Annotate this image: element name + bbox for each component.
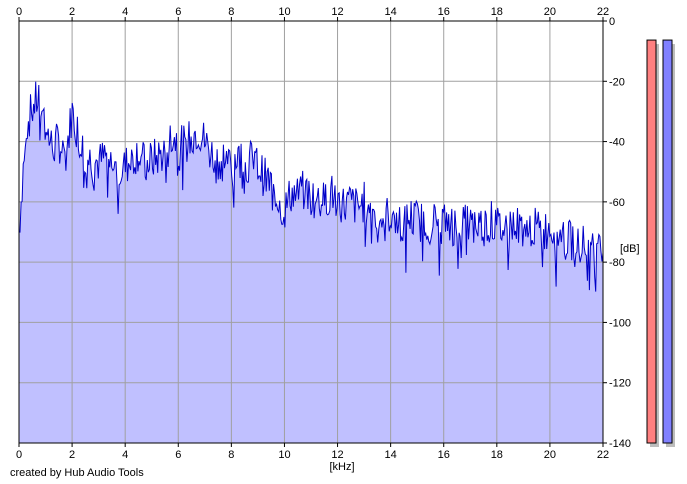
x-tick-label-top-5: 10 — [278, 6, 290, 18]
x-tick-label-top-3: 6 — [175, 6, 181, 18]
y-tick-label-7: -140 — [609, 438, 631, 450]
x-tick-label-bottom-0: 0 — [16, 449, 22, 461]
x-tick-label-bottom-9: 18 — [491, 449, 503, 461]
x-tick-label-top-11: 22 — [597, 6, 609, 18]
y-tick-label-0: 0 — [609, 16, 615, 28]
x-tick-label-bottom-1: 2 — [69, 449, 75, 461]
x-tick-label-bottom-6: 12 — [331, 449, 343, 461]
x-axis-label: [kHz] — [329, 461, 354, 473]
x-tick-label-bottom-4: 8 — [228, 449, 234, 461]
y-tick-label-6: -120 — [609, 378, 631, 390]
level-meters — [646, 39, 675, 448]
credit-text: created by Hub Audio Tools — [10, 467, 144, 479]
level-meter-0 — [646, 39, 657, 444]
y-axis-label: [dB] — [620, 243, 640, 255]
x-tick-label-bottom-10: 20 — [544, 449, 556, 461]
x-tick-label-top-2: 4 — [122, 6, 128, 18]
x-tick-label-top-10: 20 — [544, 6, 556, 18]
plot-area — [18, 21, 604, 443]
x-tick-label-bottom-5: 10 — [278, 449, 290, 461]
x-tick-label-top-7: 14 — [385, 6, 397, 18]
y-tick-label-2: -40 — [609, 137, 625, 149]
spectrum-line — [18, 81, 604, 292]
y-tick-labels: 0 -20 -40 -60 -80 -100 -120 -140 — [603, 16, 631, 450]
y-tick-label-5: -100 — [609, 317, 631, 329]
y-tick-label-4: -80 — [609, 257, 625, 269]
x-tick-label-bottom-3: 6 — [175, 449, 181, 461]
axis-frame — [18, 20, 604, 444]
x-tick-label-top-6: 12 — [331, 6, 343, 18]
x-tick-label-bottom-7: 14 — [385, 449, 397, 461]
x-tick-label-top-0: 0 — [16, 6, 22, 18]
x-tick-label-top-4: 8 — [228, 6, 234, 18]
level-meter-1 — [662, 39, 673, 444]
x-tick-label-top-9: 18 — [491, 6, 503, 18]
x-tick-label-bottom-11: 22 — [597, 449, 609, 461]
x-tick-label-top-8: 16 — [438, 6, 450, 18]
x-tick-label-bottom-2: 4 — [122, 449, 128, 461]
y-tick-label-1: -20 — [609, 76, 625, 88]
y-tick-label-3: -60 — [609, 197, 625, 209]
x-tick-label-bottom-8: 16 — [438, 449, 450, 461]
x-tick-label-top-1: 2 — [69, 6, 75, 18]
